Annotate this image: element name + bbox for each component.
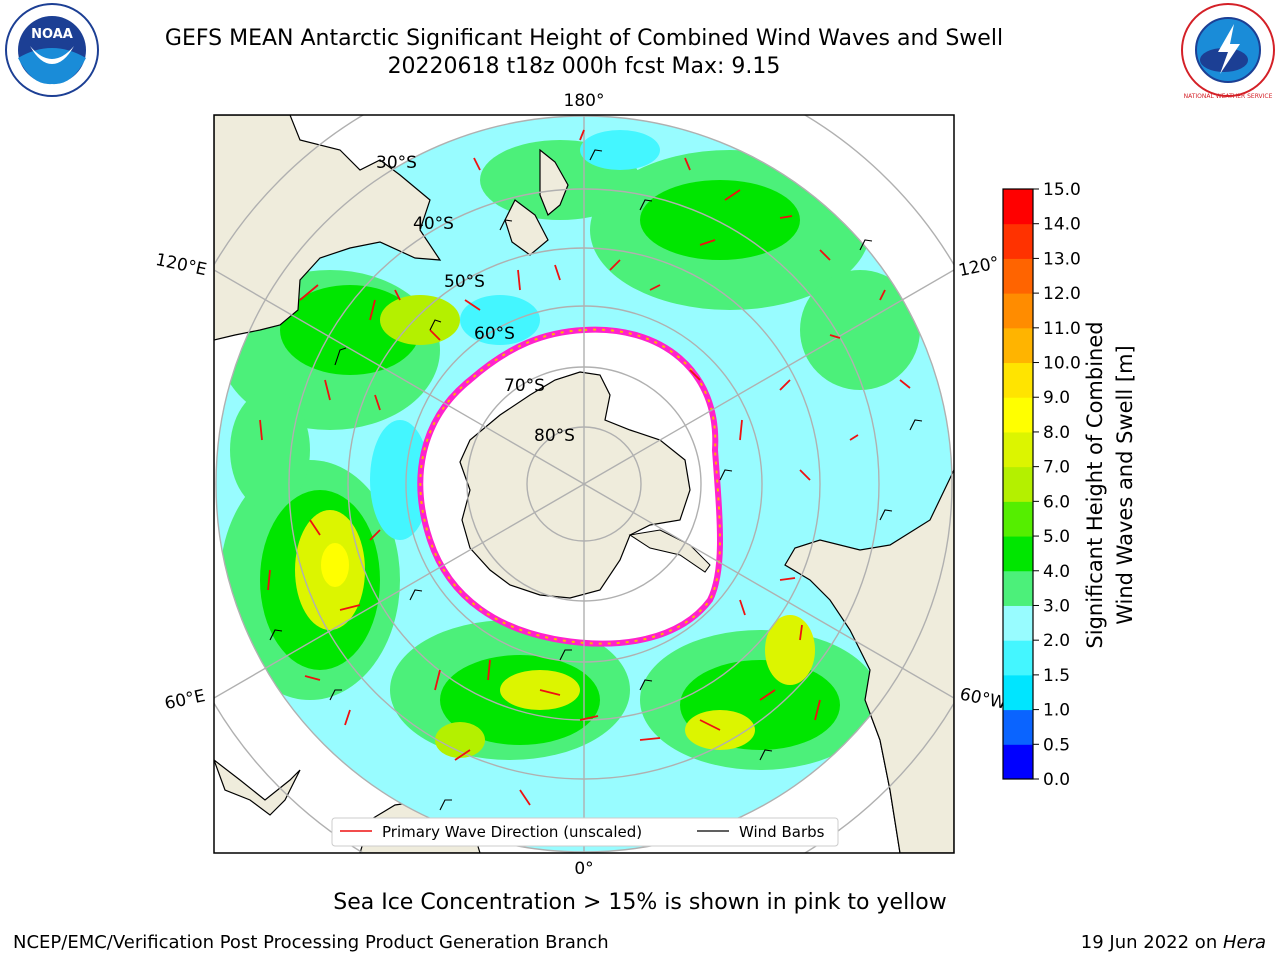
label-70s: 70°S [504,376,545,396]
colorbar-swatch [1003,536,1033,572]
antarctica [459,371,691,599]
colorbar-tick-label: 11.0 [1043,319,1081,339]
colorbar-swatch [1003,466,1033,502]
colorbar-tick-label: 10.0 [1043,354,1081,374]
colorbar-swatch [1003,640,1033,676]
nws-logo: NATIONAL WEATHER SERVICE [1181,3,1275,100]
label-40s: 40°S [413,214,454,234]
colorbar-swatch [1003,431,1033,468]
wind-barbs [269,149,923,811]
label-80s: 80°S [534,426,575,446]
colorbar-tick-label: 7.0 [1043,458,1070,478]
wave-direction-arrows [259,129,911,806]
colorbar-tick-label: 15.0 [1043,180,1081,200]
label-120e: 120°E [154,250,209,280]
colorbar-tick-label: 8.0 [1043,423,1070,443]
colorbar-swatch [1003,327,1033,364]
colorbar-frame [1002,188,1034,780]
legend-barb-label: Wind Barbs [739,823,825,841]
footer-credit: NCEP/EMC/Verification Post Processing Pr… [13,932,609,953]
label-180: 180° [564,91,605,111]
colorbar-tick-label: 0.5 [1043,735,1070,755]
chart-subtitle: 20220618 t18z 000h fcst Max: 9.15 [387,54,781,79]
colorbar-tick-label: 0.0 [1043,770,1070,790]
label-0: 0° [574,859,593,879]
chart-title: GEFS MEAN Antarctic Significant Height o… [164,26,1004,51]
colorbar-swatch [1003,189,1033,225]
colorbar-tick-label: 3.0 [1043,596,1070,616]
colorbar-swatch [1003,293,1033,329]
colorbar-tick-label: 2.0 [1043,631,1070,651]
footer-machine: Hera [1222,932,1266,953]
colorbar-swatch [1003,744,1033,780]
label-60e: 60°E [163,686,207,714]
colorbar-swatch [1003,223,1033,259]
colorbar: 0.0 0.5 1.0 1.5 2.0 3.0 4.0 5.0 6.0 7.0 8.0 9.0 10.0… [1002,180,1137,790]
colorbar-swatch [1003,397,1033,433]
label-50s: 50°S [444,272,485,292]
footer-date: 19 Jun 2022 on Hera [1081,932,1266,953]
colorbar-tick-label: 12.0 [1043,284,1081,304]
map-frame [213,114,955,854]
colorbar-swatch [1003,605,1033,641]
noaa-logo-text: NOAA [31,27,73,42]
colorbar-swatch [1003,258,1033,294]
colorbar-tick-label: 13.0 [1043,249,1081,269]
colorbar-swatch [1003,362,1033,398]
colorbar-swatch [1003,501,1033,537]
map-legend: Primary Wave Direction (unscaled) Wind B… [331,817,839,847]
sea-ice-note: Sea Ice Concentration > 15% is shown in … [333,890,947,915]
colorbar-tick-label: 6.0 [1043,492,1070,512]
label-60s: 60°S [474,324,515,344]
nws-logo-text: NATIONAL WEATHER SERVICE [1184,93,1273,100]
colorbar-tick-label: 1.0 [1043,701,1070,721]
colorbar-swatch [1003,674,1033,711]
colorbar-label-line1: Significant Height of Combined [1083,321,1107,648]
colorbar-swatch [1003,570,1033,606]
colorbar-label-line2: Wind Waves and Swell [m] [1113,345,1137,625]
legend-wave-label: Primary Wave Direction (unscaled) [382,823,642,841]
colorbar-tick-label: 1.5 [1043,666,1070,686]
colorbar-tick-label: 4.0 [1043,562,1070,582]
noaa-logo: NOAA [5,3,99,97]
colorbar-tick-label: 9.0 [1043,388,1070,408]
label-30s: 30°S [376,153,417,173]
colorbar-swatch [1003,709,1033,745]
colorbar-tick-label: 5.0 [1043,527,1070,547]
footer-date-text: 19 Jun 2022 on [1080,932,1223,953]
colorbar-tick-label: 14.0 [1043,215,1081,235]
